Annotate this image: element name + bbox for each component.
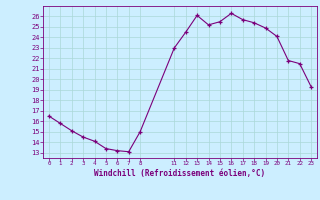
X-axis label: Windchill (Refroidissement éolien,°C): Windchill (Refroidissement éolien,°C) xyxy=(94,169,266,178)
